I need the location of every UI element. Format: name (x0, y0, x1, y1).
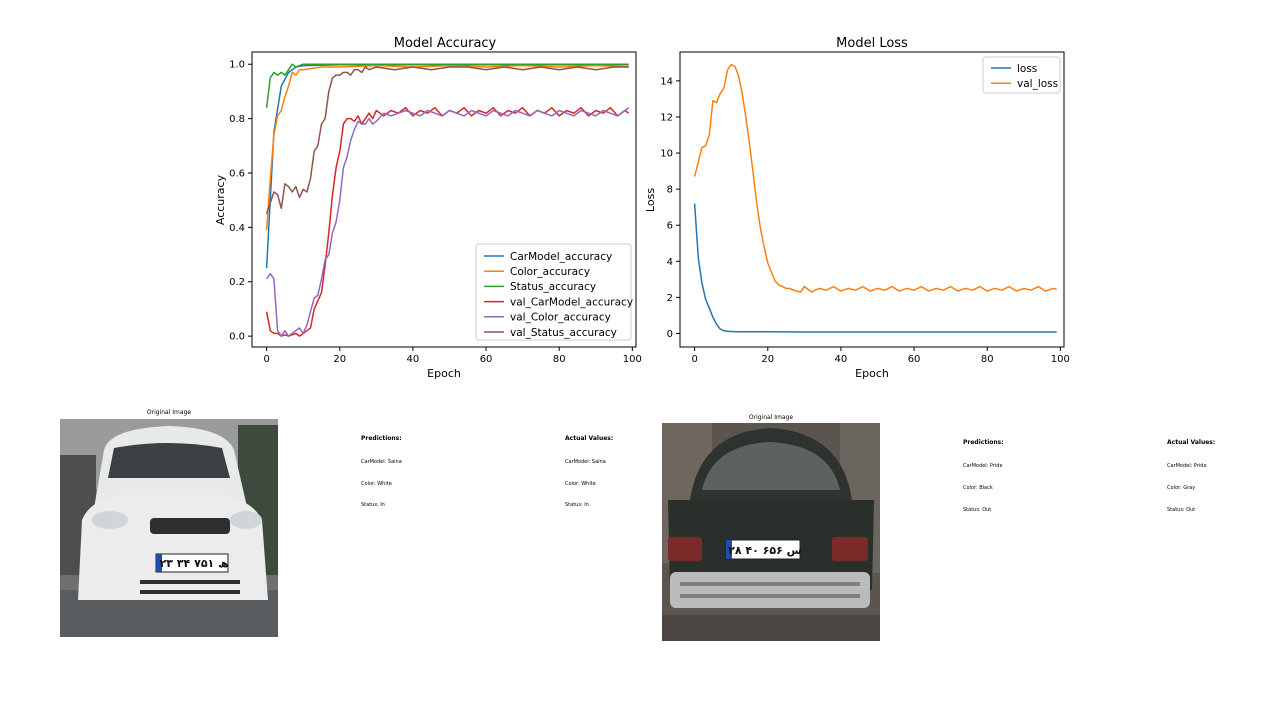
loss-x-tick-label: 20 (761, 354, 774, 365)
loss-y-tick-label: 2 (667, 293, 673, 304)
result-1-act-status: Status: In (565, 502, 589, 508)
legend-label-status-accuracy: Status_accuracy (510, 281, 596, 293)
loss-y-tick-label: 14 (660, 76, 673, 87)
loss-y-axis-label: Loss (644, 188, 657, 212)
loss-x-tick-label: 0 (691, 354, 697, 365)
accuracy-plot-frame (251, 51, 637, 348)
accuracy-y-tick-label: 0.6 (229, 168, 245, 179)
result-panel-1: Original Image ۲۳ ھ ۷۵۱ ۳۴ Predictions: … (60, 409, 613, 637)
accuracy-y-axis-label: Accuracy (214, 174, 227, 225)
result-panel-2: Original Image ۲۸ س ۶۵۶ ۴۰ Predictions: … (662, 414, 1215, 641)
accuracy-y-tick-label: 1.0 (229, 60, 245, 71)
accuracy-y-tick-label: 0.0 (229, 332, 245, 343)
result-2-act-color: Color: Gray (1167, 485, 1195, 491)
accuracy-x-ticks: 0 20 40 60 80 100 (263, 347, 642, 365)
result-2-predictions-heading: Predictions: (963, 439, 1004, 446)
result-1-act-color: Color: White (565, 481, 596, 487)
result-2-actual-heading: Actual Values: (1167, 439, 1215, 446)
accuracy-legend-box (475, 243, 632, 341)
loss-x-ticks: 0 20 40 60 80 100 (691, 347, 1070, 365)
loss-series-lines (693, 63, 1057, 333)
loss-y-tick-label: 12 (660, 112, 673, 123)
loss-x-tick-label: 60 (908, 354, 921, 365)
accuracy-y-ticks: 0.0 0.2 0.4 0.6 0.8 1.0 (229, 60, 252, 343)
result-1-pred-carmodel: CarModel: Saina (361, 459, 402, 465)
accuracy-x-tick-label: 0 (263, 354, 269, 365)
accuracy-x-tick-label: 40 (407, 354, 420, 365)
series-line-carmodel-accuracy (265, 64, 629, 269)
accuracy-chart-title: Model Accuracy (394, 36, 497, 51)
result-2-car-photo: ۲۸ س ۶۵۶ ۴۰ (662, 423, 880, 641)
series-line-loss (693, 203, 1057, 333)
legend-label-val-carmodel-accuracy: val_CarModel_accuracy (510, 296, 633, 308)
loss-legend-box (982, 56, 1061, 94)
legend-label-carmodel-accuracy: CarModel_accuracy (510, 251, 612, 263)
result-1-plate: ۲۳ ھ ۷۵۱ ۳۴ (160, 557, 229, 570)
series-line-status-accuracy (265, 63, 629, 108)
result-2-image-title: Original Image (749, 414, 793, 421)
loss-x-axis-label: Epoch (855, 367, 889, 380)
result-1-pred-color: Color: White (361, 481, 392, 487)
loss-y-tick-label: 0 (667, 329, 673, 340)
loss-x-tick-label: 80 (981, 354, 994, 365)
loss-chart-title: Model Loss (836, 36, 908, 51)
loss-y-tick-label: 8 (667, 185, 673, 196)
accuracy-x-tick-label: 20 (333, 354, 346, 365)
loss-y-tick-label: 10 (660, 149, 673, 160)
result-1-image-title: Original Image (147, 409, 191, 416)
series-line-val-color-accuracy (265, 107, 630, 337)
series-line-val-status-accuracy (265, 66, 629, 215)
legend-label-val-color-accuracy: val_Color_accuracy (510, 312, 611, 324)
loss-y-ticks: 0 2 4 6 8 10 12 14 (660, 76, 680, 340)
result-2-plate: ۲۸ س ۶۵۶ ۴۰ (728, 544, 802, 557)
accuracy-x-tick-label: 100 (623, 354, 642, 365)
accuracy-x-tick-label: 60 (480, 354, 493, 365)
series-line-val-carmodel-accuracy (265, 106, 630, 337)
result-1-car-body (78, 495, 268, 600)
legend-label-loss: loss (1017, 63, 1037, 75)
loss-x-tick-label: 40 (835, 354, 848, 365)
accuracy-y-tick-label: 0.8 (229, 114, 245, 125)
result-1-predictions-heading: Predictions: (361, 435, 402, 442)
accuracy-chart: Model Accuracy 0 20 40 60 80 100 0.0 0.2 0.4 0.6… (214, 36, 642, 380)
result-1-pred-status: Status: In (361, 502, 385, 508)
legend-label-val-loss: val_loss (1017, 78, 1058, 90)
result-2-act-carmodel: CarModel: Pride (1167, 463, 1207, 469)
result-1-car-photo: ۲۳ ھ ۷۵۱ ۳۴ (60, 419, 278, 637)
series-line-val-loss (693, 63, 1057, 293)
accuracy-x-axis-label: Epoch (427, 367, 461, 380)
legend-label-color-accuracy: Color_accuracy (510, 266, 590, 278)
result-2-pred-color: Color: Black (963, 485, 993, 491)
result-2-pred-carmodel: CarModel: Pride (963, 463, 1003, 469)
accuracy-legend: CarModel_accuracy Color_accuracy Status_ac… (475, 243, 633, 341)
accuracy-series-lines (265, 63, 630, 337)
accuracy-y-tick-label: 0.4 (229, 223, 245, 234)
accuracy-y-tick-label: 0.2 (229, 277, 245, 288)
accuracy-x-tick-label: 80 (553, 354, 566, 365)
result-2-act-status: Status: Out (1167, 507, 1195, 513)
result-2-pred-status: Status: Out (963, 507, 991, 513)
series-line-color-accuracy (265, 64, 629, 231)
legend-label-val-status-accuracy: val_Status_accuracy (510, 327, 617, 339)
result-1-act-carmodel: CarModel: Saina (565, 459, 606, 465)
loss-x-tick-label: 100 (1051, 354, 1070, 365)
loss-legend: loss val_loss (982, 56, 1061, 94)
loss-plot-frame (679, 51, 1065, 348)
loss-y-tick-label: 6 (667, 221, 673, 232)
loss-chart: Model Loss 0 20 40 60 80 100 0 2 4 6 8 10 12 14 Epoc… (644, 36, 1070, 380)
loss-y-tick-label: 4 (667, 257, 673, 268)
result-1-actual-heading: Actual Values: (565, 435, 613, 442)
